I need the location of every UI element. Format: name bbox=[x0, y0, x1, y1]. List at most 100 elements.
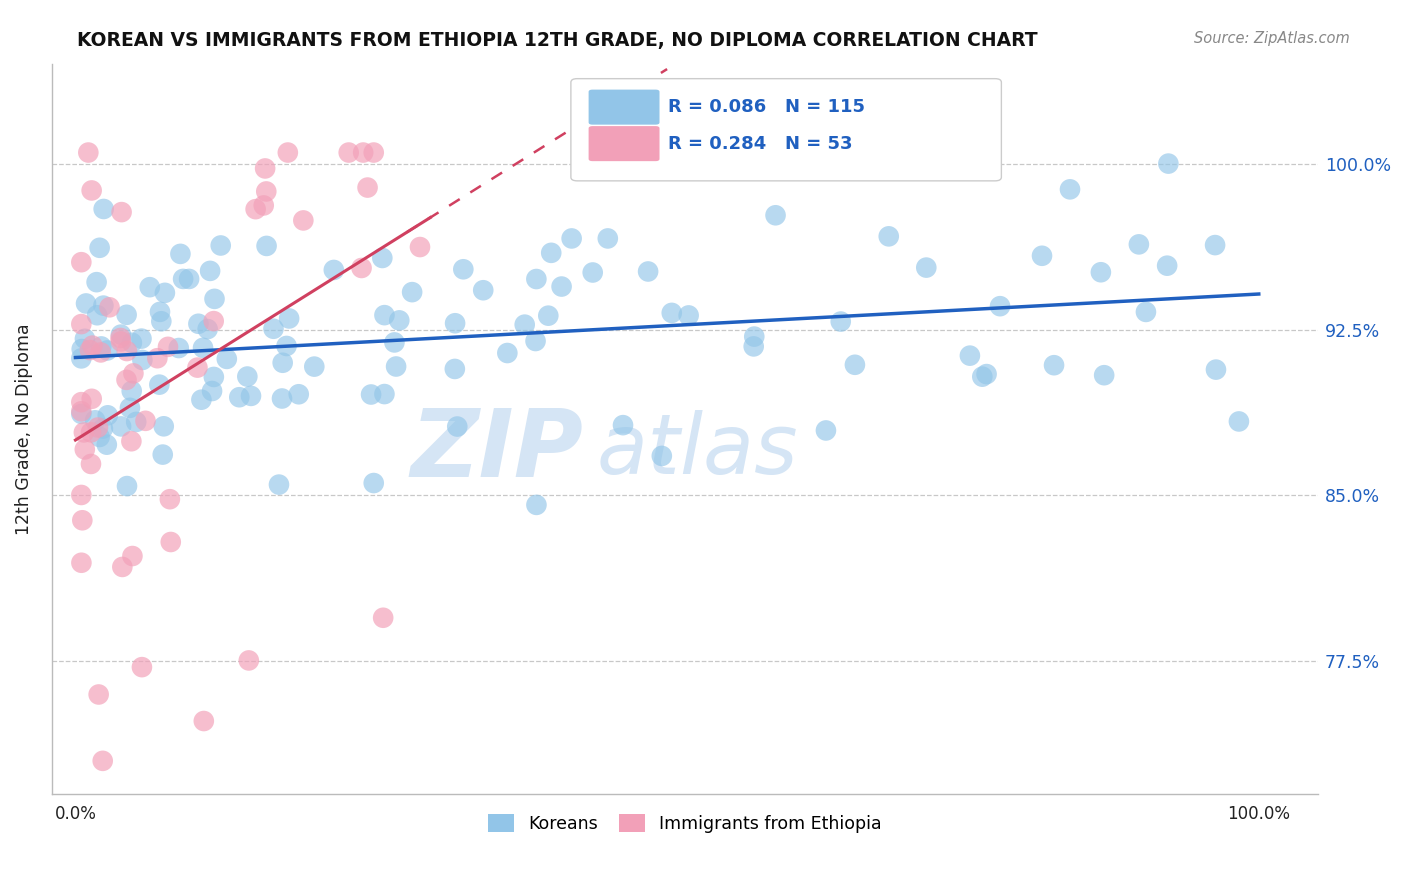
Point bbox=[388, 313, 411, 327]
Point bbox=[122, 367, 145, 381]
Point bbox=[90, 339, 112, 353]
Point bbox=[988, 299, 1011, 313]
Point bbox=[352, 145, 374, 160]
Point bbox=[86, 275, 108, 289]
Text: Source: ZipAtlas.com: Source: ZipAtlas.com bbox=[1194, 31, 1350, 46]
Point bbox=[1205, 362, 1227, 376]
Point bbox=[125, 415, 148, 429]
Point bbox=[1157, 156, 1180, 170]
Point bbox=[70, 407, 93, 421]
Point bbox=[322, 263, 344, 277]
Point bbox=[110, 327, 132, 342]
Y-axis label: 12th Grade, No Diploma: 12th Grade, No Diploma bbox=[15, 323, 32, 535]
Point bbox=[131, 332, 153, 346]
Point bbox=[121, 335, 143, 350]
Point bbox=[156, 340, 179, 354]
Point bbox=[70, 404, 93, 418]
Point bbox=[651, 449, 673, 463]
Point bbox=[472, 283, 495, 297]
Point bbox=[1092, 368, 1115, 383]
Point bbox=[150, 314, 173, 328]
Point bbox=[1128, 237, 1150, 252]
Point bbox=[118, 401, 141, 415]
Point bbox=[115, 373, 138, 387]
Point bbox=[304, 359, 326, 374]
Point bbox=[287, 387, 309, 401]
Point bbox=[742, 329, 765, 343]
Point bbox=[263, 322, 285, 336]
Point bbox=[93, 299, 115, 313]
Legend: Koreans, Immigrants from Ethiopia: Koreans, Immigrants from Ethiopia bbox=[481, 807, 889, 840]
Point bbox=[1059, 182, 1081, 196]
Point bbox=[79, 343, 101, 357]
Point bbox=[90, 345, 112, 359]
Point bbox=[97, 409, 120, 423]
Point bbox=[661, 306, 683, 320]
Point bbox=[1204, 238, 1226, 252]
Point bbox=[72, 513, 94, 527]
Point bbox=[204, 292, 226, 306]
Point bbox=[1043, 358, 1066, 372]
Point bbox=[385, 359, 408, 374]
Point bbox=[115, 479, 138, 493]
Point bbox=[678, 309, 700, 323]
Point bbox=[526, 498, 548, 512]
Point bbox=[1031, 249, 1053, 263]
Point bbox=[120, 434, 142, 449]
Point bbox=[373, 611, 395, 625]
Point bbox=[612, 418, 634, 433]
Point bbox=[191, 341, 214, 355]
Point bbox=[830, 314, 852, 328]
Point bbox=[179, 272, 201, 286]
Point bbox=[814, 424, 837, 438]
Point bbox=[844, 358, 866, 372]
Point bbox=[197, 322, 219, 336]
Point bbox=[153, 285, 176, 300]
Point bbox=[149, 305, 172, 319]
Point bbox=[228, 390, 250, 404]
Point bbox=[201, 384, 224, 398]
Point bbox=[121, 549, 143, 563]
Point bbox=[89, 241, 111, 255]
Point bbox=[80, 457, 103, 471]
Point bbox=[190, 392, 212, 407]
Point bbox=[89, 430, 111, 444]
Point bbox=[360, 387, 382, 401]
Text: R = 0.284   N = 53: R = 0.284 N = 53 bbox=[668, 135, 853, 153]
Point bbox=[637, 264, 659, 278]
Point bbox=[238, 653, 260, 667]
Point bbox=[972, 369, 994, 384]
Point bbox=[70, 556, 93, 570]
Point bbox=[236, 369, 259, 384]
Point bbox=[146, 351, 169, 366]
Point bbox=[1135, 305, 1157, 319]
Point bbox=[152, 419, 174, 434]
Point bbox=[401, 285, 423, 300]
Point bbox=[80, 425, 103, 440]
Point bbox=[86, 308, 108, 322]
Point bbox=[765, 208, 787, 222]
Text: ZIP: ZIP bbox=[411, 405, 583, 497]
Point bbox=[186, 360, 208, 375]
Point bbox=[276, 339, 298, 353]
Point bbox=[254, 161, 277, 176]
Point bbox=[121, 384, 143, 398]
Point bbox=[167, 341, 190, 355]
Point bbox=[443, 362, 465, 376]
Point bbox=[70, 255, 93, 269]
Point bbox=[496, 346, 519, 360]
Text: R = 0.086   N = 115: R = 0.086 N = 115 bbox=[668, 98, 865, 116]
Point bbox=[73, 425, 96, 440]
Point bbox=[267, 477, 290, 491]
Point bbox=[198, 264, 221, 278]
Point bbox=[110, 334, 132, 349]
Point bbox=[139, 280, 162, 294]
Point bbox=[384, 335, 406, 350]
Text: KOREAN VS IMMIGRANTS FROM ETHIOPIA 12TH GRADE, NO DIPLOMA CORRELATION CHART: KOREAN VS IMMIGRANTS FROM ETHIOPIA 12TH … bbox=[77, 31, 1038, 50]
Point bbox=[96, 438, 118, 452]
Point bbox=[245, 202, 267, 216]
Point bbox=[169, 247, 191, 261]
Point bbox=[513, 318, 536, 332]
Point bbox=[209, 238, 232, 252]
Text: atlas: atlas bbox=[596, 410, 797, 491]
